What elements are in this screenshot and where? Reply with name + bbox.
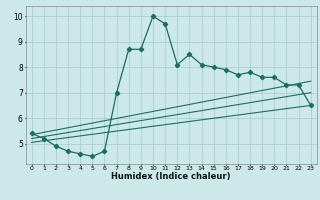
X-axis label: Humidex (Indice chaleur): Humidex (Indice chaleur) [111, 172, 231, 181]
